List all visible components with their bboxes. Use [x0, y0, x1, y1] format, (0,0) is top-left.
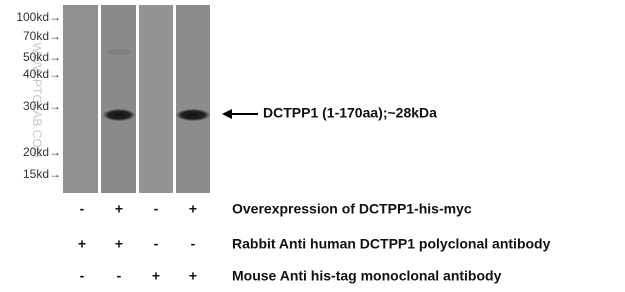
band-label: DCTPP1 (1-170aa);~28kDa	[263, 105, 437, 121]
condition-label: Rabbit Anti human DCTPP1 polyclonal anti…	[232, 236, 551, 252]
marker-label: 15kd→	[23, 167, 61, 181]
watermark: WWW.PTGLAB.COM	[30, 42, 44, 157]
sign: +	[189, 268, 197, 284]
lanes	[63, 5, 210, 193]
condition-label: Mouse Anti his-tag monoclonal antibody	[232, 268, 502, 284]
lane	[63, 5, 98, 193]
sign: -	[154, 201, 159, 217]
sign: +	[78, 236, 86, 252]
arrow-head	[222, 109, 232, 119]
sign: -	[154, 236, 159, 252]
sign: +	[115, 201, 123, 217]
sign: +	[152, 268, 160, 284]
sign: -	[80, 201, 85, 217]
marker-label: 50kd→	[23, 50, 61, 64]
band	[176, 109, 210, 121]
sign: -	[80, 268, 85, 284]
marker-label: 20kd→	[23, 145, 61, 159]
lane	[176, 5, 210, 193]
lane	[101, 5, 136, 193]
sign: -	[117, 268, 122, 284]
marker-label: 40kd→	[23, 67, 61, 81]
sign: +	[115, 236, 123, 252]
marker-label: 30kd→	[23, 99, 61, 113]
band	[103, 109, 135, 121]
marker-label: 100kd→	[16, 10, 61, 24]
sign: +	[189, 201, 197, 217]
faint-band	[107, 49, 131, 55]
marker-label: 70kd→	[23, 29, 61, 43]
sign: -	[191, 236, 196, 252]
lane	[139, 5, 173, 193]
condition-label: Overexpression of DCTPP1-his-myc	[232, 201, 472, 217]
